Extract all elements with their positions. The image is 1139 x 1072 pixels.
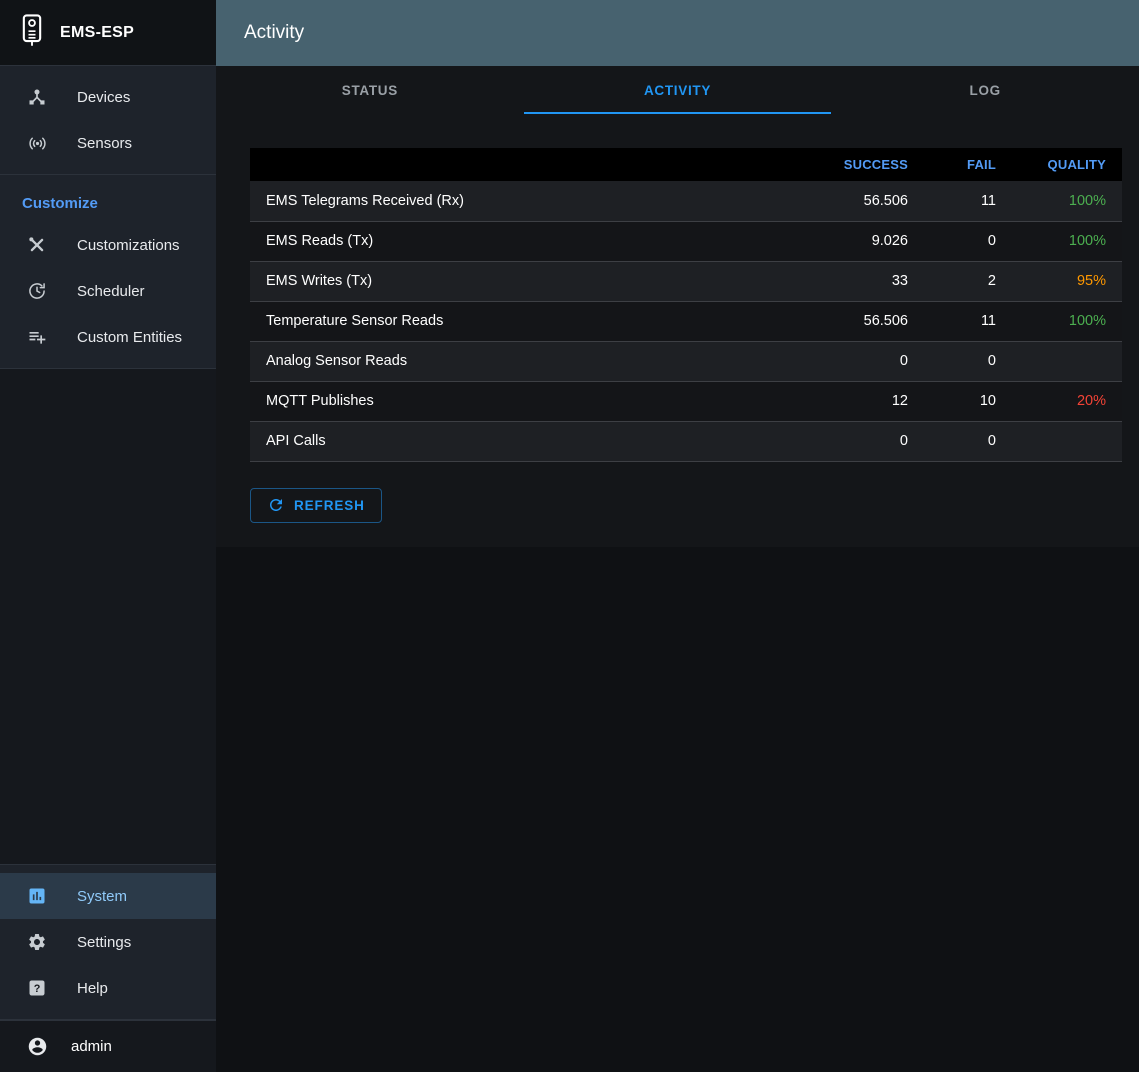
fail-value: 11 (924, 301, 1012, 342)
tab-activity[interactable]: ACTIVITY (523, 66, 832, 114)
row-label: API Calls (250, 421, 804, 462)
sidebar-section-customize: Customize (22, 195, 98, 212)
quality-value: 100% (1012, 181, 1122, 222)
sidebar-item-customizations[interactable]: Customizations (0, 222, 216, 268)
quality-value (1012, 341, 1122, 382)
tab-status[interactable]: STATUS (341, 82, 398, 98)
column-header-quality: QUALITY (1012, 148, 1122, 181)
appbar: Activity (216, 0, 1139, 66)
fail-value: 10 (924, 381, 1012, 422)
table-row: API Calls 0 0 (250, 421, 1122, 462)
row-label: Temperature Sensor Reads (250, 301, 804, 342)
refresh-icon (267, 496, 285, 514)
table-row: EMS Writes (Tx) 33 2 95% (250, 261, 1122, 302)
sidebar-item-label: System (77, 887, 128, 905)
table-row: MQTT Publishes 12 10 20% (250, 381, 1122, 422)
row-label: EMS Writes (Tx) (250, 261, 804, 302)
quality-value: 100% (1012, 301, 1122, 342)
row-label: EMS Reads (Tx) (250, 221, 804, 262)
sidebar-user[interactable]: admin (0, 1020, 216, 1072)
sidebar-group-bottom: System Settings ? Help (0, 864, 216, 1020)
main-area: Activity STATUS ACTIVITY LOG SUCCESS FAI… (216, 0, 1139, 1072)
account-circle-icon (25, 1036, 49, 1057)
sidebar-header: EMS-ESP (0, 0, 216, 66)
table-header-row: SUCCESS FAIL QUALITY (250, 148, 1122, 181)
sidebar-item-system[interactable]: System (0, 873, 216, 919)
column-header-success: SUCCESS (804, 148, 924, 181)
sidebar-item-label: Help (77, 979, 108, 997)
device-hub-icon (25, 87, 49, 107)
assessment-chart-icon (25, 886, 49, 906)
sidebar: EMS-ESP Devices (0, 0, 216, 1072)
sidebar-item-label: Scheduler (77, 282, 145, 300)
sidebar-item-devices[interactable]: Devices (0, 74, 216, 120)
table-row: Temperature Sensor Reads 56.506 11 100% (250, 301, 1122, 342)
row-label: Analog Sensor Reads (250, 341, 804, 382)
activity-content: SUCCESS FAIL QUALITY EMS Telegrams Recei… (216, 114, 1139, 547)
column-header-fail: FAIL (924, 148, 1012, 181)
success-value: 9.026 (804, 221, 924, 262)
column-header-empty (250, 148, 804, 181)
sidebar-item-label: Custom Entities (77, 328, 183, 346)
table-row: EMS Reads (Tx) 9.026 0 100% (250, 221, 1122, 262)
sidebar-item-label: Settings (77, 933, 132, 951)
help-icon: ? (25, 978, 49, 998)
fail-value: 0 (924, 421, 1012, 462)
user-name: admin (71, 1038, 112, 1055)
sidebar-item-help[interactable]: ? Help (0, 965, 216, 1011)
tab-log[interactable]: LOG (969, 82, 1001, 98)
table-row: EMS Telegrams Received (Rx) 56.506 11 10… (250, 181, 1122, 222)
fail-value: 0 (924, 341, 1012, 382)
playlist-add-icon (25, 327, 49, 347)
sidebar-group-customize: Customize Customizations (0, 175, 216, 369)
sidebar-spacer (0, 369, 216, 864)
tab-bar: STATUS ACTIVITY LOG (216, 66, 1139, 114)
fail-value: 11 (924, 181, 1012, 222)
quality-value: 95% (1012, 261, 1122, 302)
ems-esp-logo-icon (18, 13, 46, 52)
refresh-button[interactable]: REFRESH (250, 487, 382, 523)
scheduler-clock-icon (25, 281, 49, 301)
svg-text:?: ? (34, 983, 41, 995)
success-value: 0 (804, 421, 924, 462)
success-value: 0 (804, 341, 924, 382)
construction-icon (25, 235, 49, 255)
quality-value: 100% (1012, 221, 1122, 262)
quality-value: 20% (1012, 381, 1122, 422)
page-title: Activity (244, 22, 305, 43)
row-label: EMS Telegrams Received (Rx) (250, 181, 804, 222)
quality-value (1012, 421, 1122, 462)
fail-value: 0 (924, 221, 1012, 262)
sensors-icon (25, 133, 49, 154)
sidebar-item-sensors[interactable]: Sensors (0, 120, 216, 166)
activity-panel: STATUS ACTIVITY LOG SUCCESS FAIL QUALITY (216, 66, 1139, 547)
fail-value: 2 (924, 261, 1012, 302)
sidebar-item-label: Sensors (77, 134, 133, 152)
gear-icon (25, 932, 49, 952)
sidebar-item-custom-entities[interactable]: Custom Entities (0, 314, 216, 360)
table-row: Analog Sensor Reads 0 0 (250, 341, 1122, 382)
app-brand: EMS-ESP (60, 23, 135, 41)
activity-table: SUCCESS FAIL QUALITY EMS Telegrams Recei… (250, 148, 1122, 462)
sidebar-group-top: Devices Sensors (0, 66, 216, 175)
sidebar-item-label: Devices (77, 88, 131, 106)
sidebar-item-settings[interactable]: Settings (0, 919, 216, 965)
sidebar-item-scheduler[interactable]: Scheduler (0, 268, 216, 314)
success-value: 33 (804, 261, 924, 302)
sidebar-item-label: Customizations (77, 236, 180, 254)
success-value: 56.506 (804, 181, 924, 222)
row-label: MQTT Publishes (250, 381, 804, 422)
success-value: 56.506 (804, 301, 924, 342)
empty-area (216, 546, 1139, 1072)
refresh-button-label: REFRESH (294, 497, 365, 513)
success-value: 12 (804, 381, 924, 422)
